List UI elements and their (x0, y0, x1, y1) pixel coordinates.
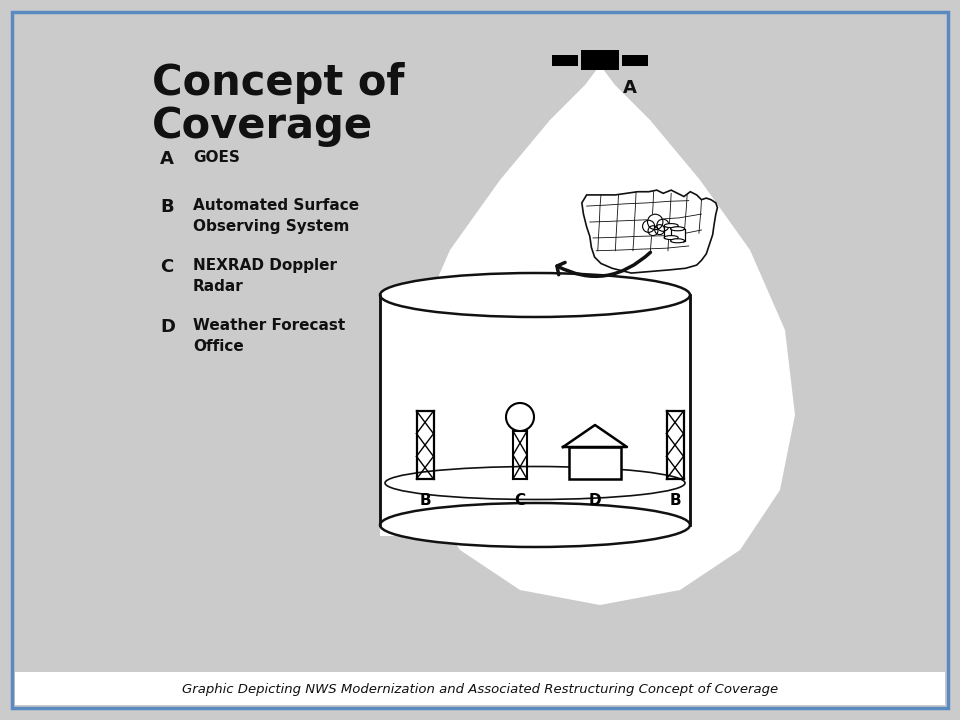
Text: NEXRAD Doppler
Radar: NEXRAD Doppler Radar (193, 258, 337, 294)
Text: C: C (160, 258, 173, 276)
Circle shape (648, 226, 658, 235)
Ellipse shape (664, 235, 678, 240)
Bar (581, 50, 619, 70)
Circle shape (657, 219, 669, 231)
Text: A: A (623, 79, 636, 97)
Text: Graphic Depicting NWS Modernization and Associated Restructuring Concept of Cove: Graphic Depicting NWS Modernization and … (182, 683, 778, 696)
Circle shape (642, 220, 655, 233)
Bar (622, 55, 648, 66)
Circle shape (655, 225, 664, 235)
Text: GOES: GOES (193, 150, 240, 165)
Bar (569, 447, 621, 479)
Bar (382, 295, 688, 525)
Text: A: A (160, 150, 174, 168)
Bar (15, 672, 945, 705)
Bar (664, 225, 678, 238)
Bar (380, 306, 690, 536)
Text: Automated Surface
Observing System: Automated Surface Observing System (193, 198, 359, 234)
Circle shape (647, 215, 663, 230)
Text: C: C (515, 493, 525, 508)
Text: B: B (669, 493, 681, 508)
Ellipse shape (380, 273, 690, 317)
Ellipse shape (664, 224, 678, 228)
Bar (670, 229, 684, 240)
Bar (552, 55, 578, 66)
Text: Weather Forecast
Office: Weather Forecast Office (193, 318, 346, 354)
Text: B: B (160, 198, 174, 216)
Ellipse shape (380, 503, 690, 547)
Text: D: D (160, 318, 175, 336)
Ellipse shape (670, 239, 684, 243)
Text: B: B (420, 493, 431, 508)
Polygon shape (405, 65, 795, 605)
Polygon shape (582, 190, 717, 273)
Text: Concept of: Concept of (152, 62, 404, 104)
Ellipse shape (670, 227, 684, 231)
Circle shape (506, 403, 534, 431)
Text: D: D (588, 493, 601, 508)
Text: Coverage: Coverage (152, 105, 373, 147)
